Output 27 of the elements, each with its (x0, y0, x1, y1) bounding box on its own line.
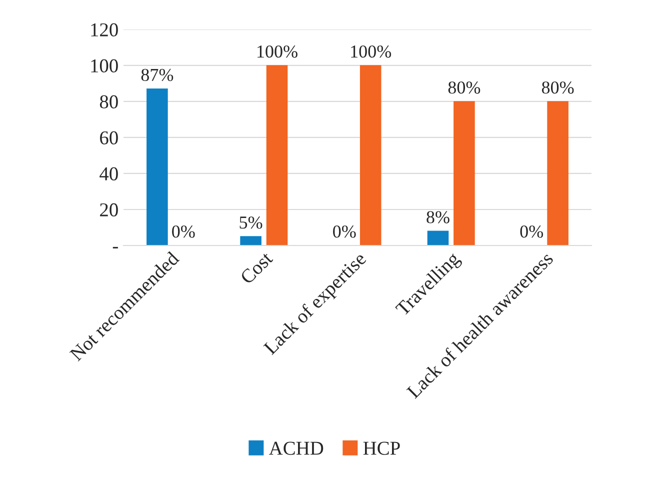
data-label: 5% (240, 216, 262, 229)
bar (360, 65, 382, 246)
bar (547, 101, 568, 246)
legend-label: HCP (363, 442, 400, 455)
y-tick-label: - (112, 246, 118, 248)
data-label: 87% (141, 68, 174, 82)
bar (240, 236, 262, 246)
y-tick-label: 120 (91, 23, 118, 36)
bar (454, 101, 475, 246)
bar (146, 88, 168, 246)
data-label: 0% (333, 225, 356, 238)
legend-label: ACHD (269, 442, 324, 455)
y-tick-label: 100 (91, 59, 118, 72)
y-tick-label: 20 (100, 203, 118, 216)
y-tick-label: 80 (100, 95, 118, 108)
data-label: 8% (426, 211, 450, 224)
y-tick-label: 40 (100, 167, 118, 180)
y-tick-label: 60 (100, 131, 118, 144)
data-label: 100% (258, 45, 298, 58)
data-label: 100% (351, 45, 392, 58)
data-label: 0% (520, 225, 544, 238)
data-label: 0% (172, 225, 195, 238)
bar (427, 230, 449, 246)
data-label: 80% (542, 81, 574, 94)
bar (266, 65, 288, 246)
x-tick-label: Cost (240, 250, 274, 285)
data-label: 80% (448, 81, 480, 94)
